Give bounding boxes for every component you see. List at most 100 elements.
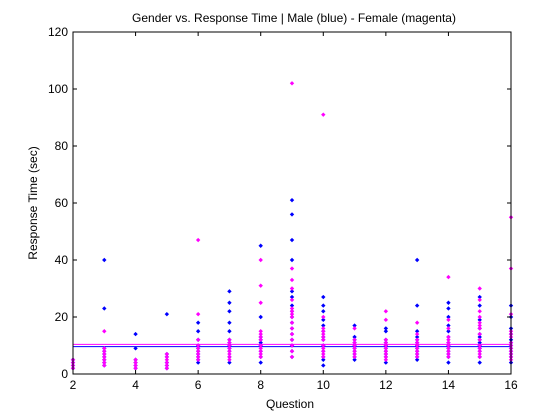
y-axis-ticks: 0 20 40 60 80 100 120	[48, 25, 511, 381]
data-point	[321, 317, 326, 323]
x-tick-label: 12	[379, 378, 393, 392]
data-point	[258, 257, 263, 263]
data-point	[352, 346, 357, 351]
data-point	[227, 337, 232, 342]
data-point	[477, 317, 482, 323]
data-point	[477, 340, 482, 345]
data-point	[446, 346, 451, 351]
data-point	[414, 349, 420, 354]
data-point	[477, 294, 482, 300]
x-tick-label: 8	[257, 378, 264, 392]
y-axis-label: Response Time (sec)	[26, 146, 40, 259]
data-point	[289, 237, 295, 243]
data-point	[258, 343, 263, 348]
data-point	[195, 337, 201, 342]
y-tick-label: 120	[48, 25, 68, 39]
data-point	[321, 363, 326, 368]
data-point	[133, 331, 138, 337]
data-point	[102, 349, 107, 354]
data-point	[289, 266, 295, 271]
data-point	[258, 351, 263, 357]
data-point	[258, 300, 263, 305]
data-point	[321, 326, 326, 331]
data-point	[289, 294, 295, 300]
data-point	[383, 349, 389, 354]
data-point	[258, 349, 263, 354]
data-point	[321, 357, 326, 362]
y-tick-label: 40	[55, 253, 69, 267]
data-point	[414, 329, 420, 334]
data-point	[446, 337, 451, 342]
y-tick-label: 80	[55, 139, 69, 153]
data-point	[164, 351, 170, 357]
data-point	[321, 314, 326, 320]
data-point	[258, 331, 263, 337]
data-point	[133, 363, 138, 368]
data-point	[321, 303, 326, 308]
data-point	[102, 360, 107, 365]
data-point	[102, 357, 107, 362]
data-point	[258, 360, 263, 365]
data-point	[164, 360, 170, 365]
data-point	[477, 297, 482, 303]
data-point	[446, 329, 451, 334]
data-point	[258, 283, 263, 288]
data-point	[477, 326, 482, 331]
data-point	[102, 306, 107, 311]
data-point	[383, 329, 389, 334]
data-point	[477, 286, 482, 291]
data-point	[352, 340, 357, 345]
data-point	[258, 346, 263, 351]
data-point	[289, 306, 295, 311]
data-point	[414, 354, 420, 360]
data-point	[289, 303, 295, 308]
data-point	[383, 346, 389, 351]
data-point	[195, 343, 201, 348]
data-point	[164, 311, 170, 317]
data-point	[227, 289, 232, 294]
data-point	[195, 237, 201, 243]
data-point	[289, 257, 295, 263]
data-point	[289, 197, 295, 203]
data-point	[133, 357, 138, 362]
data-point	[133, 346, 138, 351]
data-point	[289, 314, 295, 320]
data-point	[477, 331, 482, 337]
data-point	[102, 346, 107, 351]
x-tick-label: 4	[132, 378, 139, 392]
data-point	[195, 354, 201, 360]
data-point	[102, 257, 107, 263]
data-point	[227, 309, 232, 314]
data-point	[227, 354, 232, 360]
data-point	[227, 300, 232, 305]
data-point	[321, 351, 326, 357]
data-point	[227, 320, 232, 325]
data-point	[289, 354, 295, 360]
data-point	[352, 343, 357, 348]
data-point	[414, 351, 420, 357]
data-point	[446, 343, 451, 348]
data-point	[383, 351, 389, 357]
data-point	[414, 346, 420, 351]
data-point	[321, 343, 326, 348]
data-point	[383, 326, 389, 331]
data-point	[227, 340, 232, 345]
data-point	[414, 257, 420, 263]
data-point	[383, 343, 389, 348]
data-point	[258, 340, 263, 345]
data-point	[164, 363, 170, 368]
data-point	[477, 303, 482, 308]
data-point	[164, 354, 170, 360]
data-point	[446, 334, 451, 340]
data-point	[258, 314, 263, 320]
data-point	[195, 311, 201, 317]
data-point	[102, 329, 107, 334]
data-point	[195, 360, 201, 365]
data-point	[477, 323, 482, 328]
data-point	[321, 349, 326, 354]
data-point	[414, 340, 420, 345]
data-point	[383, 354, 389, 360]
data-point	[289, 289, 295, 294]
data-point	[164, 366, 170, 371]
